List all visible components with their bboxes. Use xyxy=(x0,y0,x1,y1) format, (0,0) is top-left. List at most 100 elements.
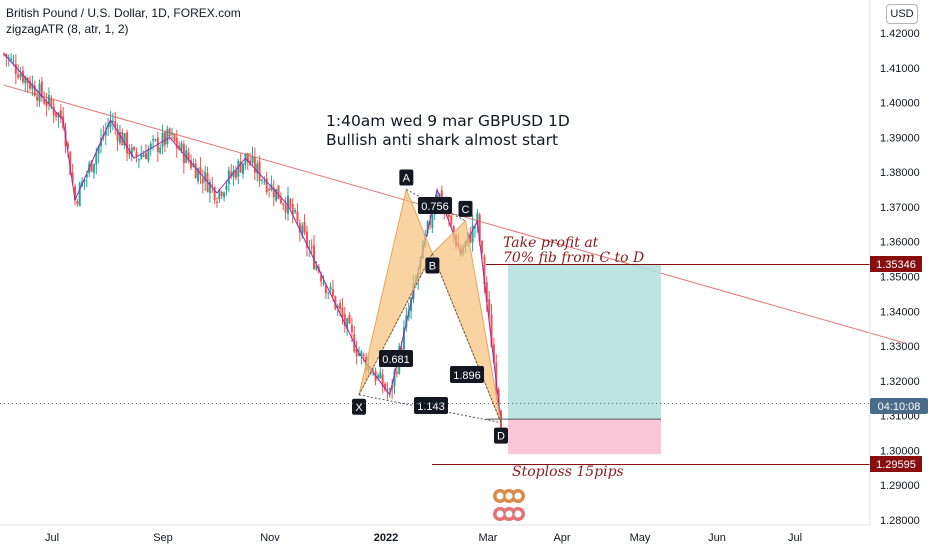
candle-body xyxy=(213,187,216,201)
loss-zone[interactable] xyxy=(508,419,661,455)
candle-body xyxy=(483,256,486,285)
candle-body xyxy=(384,383,387,390)
candle-body xyxy=(7,57,10,59)
candle-body xyxy=(402,327,405,350)
trendline[interactable] xyxy=(3,84,904,344)
candle-body xyxy=(194,163,197,179)
candle-body xyxy=(447,214,450,218)
candle-body xyxy=(178,145,181,150)
candle-body xyxy=(246,153,249,163)
indicator-label[interactable]: zigzagATR (8, atr, 1, 2) xyxy=(6,22,129,36)
harmonic-pattern: X A B C D 0.681 0.756 1.896 1.143 xyxy=(352,169,508,444)
candle-body xyxy=(220,192,223,196)
candle-body xyxy=(45,101,48,107)
candle-body xyxy=(173,134,176,141)
svg-text:1.29595: 1.29595 xyxy=(876,459,916,471)
candle-body xyxy=(275,188,278,201)
candle-body xyxy=(324,284,327,294)
candle-body xyxy=(168,128,171,137)
y-tick-label: 1.35000 xyxy=(880,272,920,284)
candle-body xyxy=(478,214,481,242)
take-profit-annotation-line1: Take profit at xyxy=(503,235,599,251)
candle-body xyxy=(126,132,129,154)
y-tick-label: 1.29000 xyxy=(880,480,920,492)
candle-body xyxy=(189,160,192,168)
candle-body xyxy=(14,63,17,74)
candle-body xyxy=(362,354,365,356)
candle-body xyxy=(473,226,476,229)
candle-body xyxy=(452,226,455,234)
candle-body xyxy=(161,132,164,147)
candle-body xyxy=(395,371,398,374)
ratio-label: 0.756 xyxy=(418,197,452,214)
candle-body xyxy=(149,143,152,150)
candle-body xyxy=(346,318,349,330)
candle-body xyxy=(197,168,200,182)
candle-body xyxy=(142,154,145,157)
long-position-tool[interactable] xyxy=(0,263,870,466)
x-tick-label: Jul xyxy=(45,532,59,544)
candle-body xyxy=(137,158,140,161)
candle-body xyxy=(33,85,36,96)
candle-body xyxy=(36,96,39,101)
candle-body xyxy=(230,172,233,177)
symbol-title[interactable]: British Pound / U.S. Dollar, 1D, FOREX.c… xyxy=(6,6,241,20)
svg-text:1.896: 1.896 xyxy=(453,370,481,382)
candle-body xyxy=(313,245,316,269)
pivot-label-x[interactable]: X xyxy=(352,398,366,415)
x-tick-label: 2022 xyxy=(374,532,398,544)
candle-body xyxy=(242,163,245,174)
y-tick-label: 1.37000 xyxy=(880,202,920,214)
candle-body xyxy=(289,199,292,206)
profit-zone[interactable] xyxy=(508,264,661,420)
candle-body xyxy=(85,174,88,178)
candle-body xyxy=(83,179,86,182)
candle-body xyxy=(315,264,318,270)
pivot-label-c[interactable]: C xyxy=(458,200,473,217)
pivot-label-d[interactable]: D xyxy=(494,427,508,444)
x-tick-label: Jun xyxy=(708,532,726,544)
candle-body xyxy=(71,172,74,184)
candle-body xyxy=(320,274,323,282)
candle-body xyxy=(284,204,287,213)
candle-body xyxy=(225,185,228,191)
price-axis[interactable]: 1.42000 1.41000 1.40000 1.39000 1.38000 1.370… xyxy=(869,0,920,527)
candle-body xyxy=(450,215,453,225)
candle-body xyxy=(180,143,183,151)
ratio-label: 1.896 xyxy=(450,366,484,383)
y-tick-label: 1.32000 xyxy=(880,376,920,388)
stop-loss-price-badge: 1.29595 xyxy=(870,456,922,472)
candle-body xyxy=(239,161,242,173)
candle-body xyxy=(55,112,58,117)
candle-body xyxy=(135,151,138,158)
pivot-label-a[interactable]: A xyxy=(399,169,414,186)
svg-text:B: B xyxy=(429,261,436,273)
candle-body xyxy=(469,234,472,243)
candle-body xyxy=(379,372,382,379)
candle-body xyxy=(201,178,204,184)
candle-body xyxy=(211,184,214,186)
candle-body xyxy=(187,152,190,161)
candle-body xyxy=(303,221,306,233)
svg-text:0.756: 0.756 xyxy=(421,201,449,213)
time-axis[interactable]: Jul Sep Nov 2022 Mar Apr May Jun Jul xyxy=(0,524,870,544)
economic-events-icon[interactable] xyxy=(493,489,525,521)
candle-body xyxy=(152,139,155,141)
candle-body xyxy=(114,121,117,128)
candle-body xyxy=(74,186,76,201)
candle-body xyxy=(495,362,498,393)
currency-button[interactable]: USD xyxy=(886,4,918,24)
ratio-line-xb xyxy=(358,253,433,396)
candle-body xyxy=(140,154,143,159)
candle-body xyxy=(204,171,207,182)
candle-body xyxy=(199,167,202,175)
candle-body xyxy=(391,385,394,390)
candle-body xyxy=(301,225,304,236)
zigzag-layer xyxy=(3,53,502,423)
candle-body xyxy=(327,292,330,294)
pivot-label-b[interactable]: B xyxy=(425,257,440,274)
svg-text:A: A xyxy=(403,173,411,185)
candle-body xyxy=(488,299,491,315)
candle-body xyxy=(244,153,247,165)
